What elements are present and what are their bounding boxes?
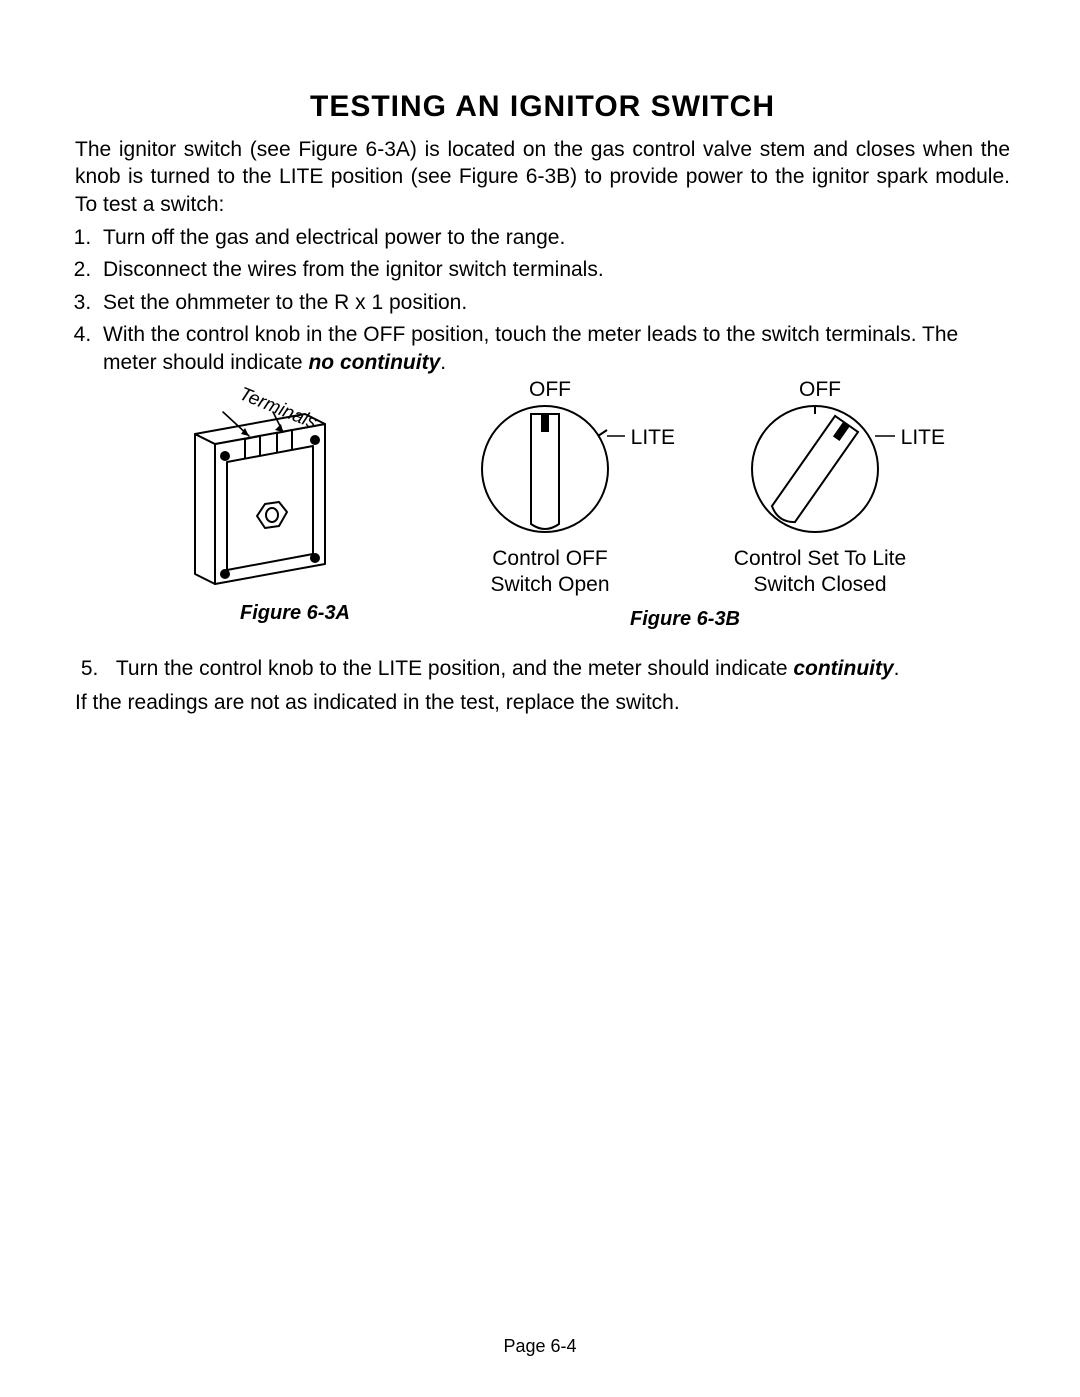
knob-lite-diagram bbox=[735, 384, 905, 544]
step-5-text-c: . bbox=[894, 657, 900, 680]
after-figure-text: 5. Turn the control knob to the LITE pos… bbox=[75, 655, 1010, 718]
knob-off-sub: Control OFF Switch Open bbox=[435, 546, 665, 599]
knob-lite-line1: Control Set To Lite bbox=[734, 547, 906, 570]
intro-paragraph: The ignitor switch (see Figure 6-3A) is … bbox=[75, 136, 1010, 218]
knob-off-label-right: OFF bbox=[799, 378, 841, 402]
step-4: With the control knob in the OFF positio… bbox=[97, 321, 1010, 378]
step-5-number: 5. bbox=[81, 657, 99, 680]
knob-lite-column: OFF LITE bbox=[705, 384, 935, 599]
knob-off-line1: Control OFF bbox=[492, 547, 608, 570]
knob-off-column: OFF LITE bbox=[435, 384, 665, 599]
knob-lite-sub: Control Set To Lite Switch Closed bbox=[705, 546, 935, 599]
step-4-emph: no continuity bbox=[308, 351, 440, 374]
knob-lite-line2: Switch Closed bbox=[753, 573, 886, 596]
figure-3b-caption: Figure 6-3B bbox=[435, 608, 935, 631]
step-5-emph: continuity bbox=[793, 657, 893, 680]
step-2: Disconnect the wires from the ignitor sw… bbox=[97, 256, 1010, 284]
step-3: Set the ohmmeter to the R x 1 position. bbox=[97, 289, 1010, 317]
page-footer: Page 6-4 bbox=[0, 1336, 1080, 1357]
step-5-text-a: Turn the control knob to the LITE positi… bbox=[116, 657, 793, 680]
knob-off-diagram bbox=[465, 384, 635, 544]
step-4-text-c: . bbox=[440, 351, 446, 374]
page-title: TESTING AN IGNITOR SWITCH bbox=[75, 90, 1010, 124]
figure-3a: Terminals bbox=[165, 384, 425, 625]
knob-off-line2: Switch Open bbox=[490, 573, 609, 596]
page: TESTING AN IGNITOR SWITCH The ignitor sw… bbox=[0, 0, 1080, 1397]
figure-3a-caption: Figure 6-3A bbox=[165, 602, 425, 625]
step-5: 5. Turn the control knob to the LITE pos… bbox=[75, 655, 1010, 683]
figure-3b: OFF LITE bbox=[435, 384, 935, 632]
step-1: Turn off the gas and electrical power to… bbox=[97, 224, 1010, 252]
closing-note: If the readings are not as indicated in … bbox=[75, 689, 1010, 717]
knob-off-label-left: OFF bbox=[529, 378, 571, 402]
figure-row: Terminals bbox=[165, 384, 1010, 632]
step-4-text-a: With the control knob in the OFF positio… bbox=[103, 323, 958, 374]
knob-lite-label-left: LITE bbox=[631, 426, 675, 450]
step-list: Turn off the gas and electrical power to… bbox=[97, 224, 1010, 378]
knob-lite-label-right: LITE bbox=[901, 426, 945, 450]
